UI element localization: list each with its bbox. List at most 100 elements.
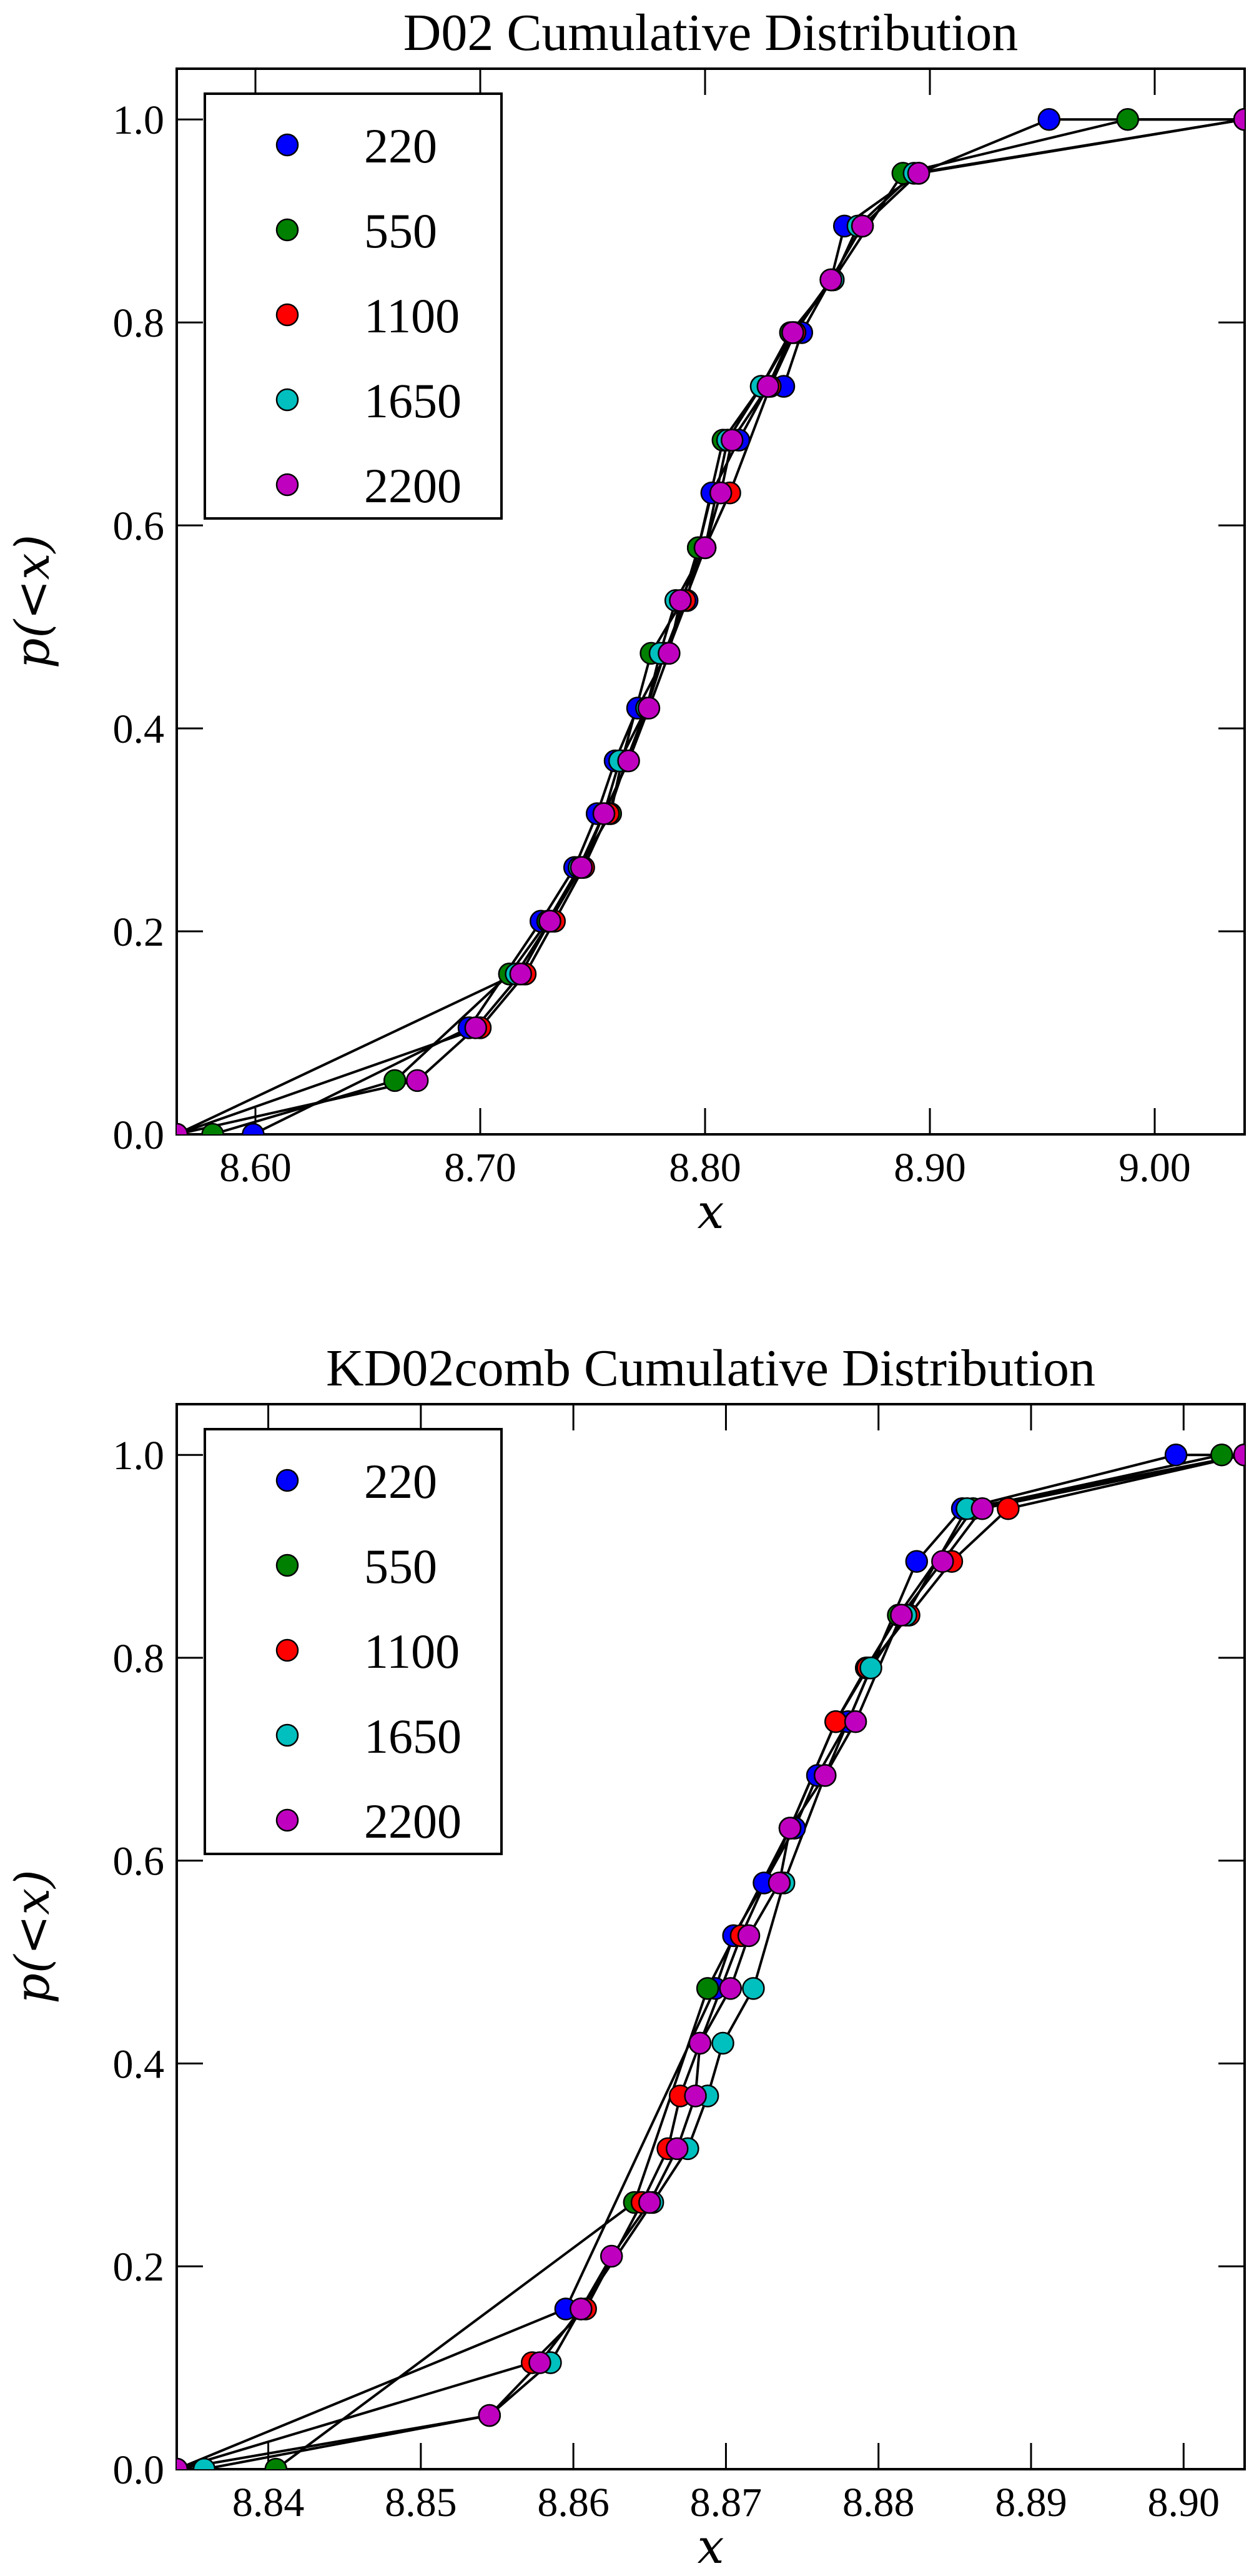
point-2200 [600,2244,623,2268]
x-tick-label: 8.88 [842,2480,915,2525]
point-220 [1164,1443,1188,1467]
y-tick-label: 0.8 [113,1636,165,1682]
point-2200 [851,214,874,238]
legend-label: 220 [364,119,437,173]
point-550 [1210,1443,1233,1467]
x-tick-label: 8.80 [669,1145,741,1191]
y-tick-label: 0.6 [113,1839,165,1885]
point-2200 [570,2297,593,2321]
y-axis-label: p(<x) [4,535,60,669]
point-2200 [669,589,692,612]
y-tick-label: 0.4 [113,706,165,752]
legend-item-2200: 2200 [275,1794,462,1848]
legend-label: 1100 [364,1624,460,1678]
chart-panel-2: 8.84 8.85 8.86 8.87 8.88 8.89 8.90 0.0 0.2 0.4 0.6… [4,1339,1246,2574]
y-tick-label: 0.2 [113,2244,165,2290]
legend-marker [275,133,299,157]
x-tick-label: 8.60 [219,1145,292,1191]
point-2200 [709,481,733,505]
point-550 [383,1069,407,1092]
legend-item-220: 220 [275,1454,437,1508]
point-2200 [509,963,533,986]
legend-label: 1650 [364,1709,462,1763]
legend-box [204,92,503,520]
point-1650 [192,2457,216,2469]
point-220 [1037,107,1061,131]
point-2200 [464,1016,488,1039]
point-1650 [859,1656,882,1680]
legend-marker [275,1469,299,1492]
series-line-1650 [177,1454,1245,2469]
y-tick-label: 1.0 [113,1433,165,1479]
point-2200 [658,642,681,665]
point-1650 [742,1977,765,2000]
series-markers [177,107,1245,1134]
legend-marker [275,388,299,412]
legend-label: 1100 [364,289,460,343]
point-550 [1116,107,1140,131]
legend-marker [275,473,299,497]
x-tick-label: 8.84 [232,2480,305,2525]
x-tick-label: 9.00 [1118,1145,1191,1191]
point-2200 [737,1924,761,1948]
y-tick-label: 0.4 [113,2041,165,2087]
legend-label: 2200 [364,1794,462,1848]
point-550 [201,1122,224,1134]
x-axis-label: x [698,2519,724,2574]
legend-label: 2200 [364,458,462,513]
point-2200 [693,536,717,560]
point-2200 [638,2191,661,2214]
point-220 [905,1550,929,1573]
point-2200 [813,1764,837,1787]
point-2200 [781,321,804,344]
legend-label: 220 [364,1454,437,1508]
point-2200 [684,2084,707,2108]
legend: 220 550 1100 1650 2200 [204,1428,503,1855]
chart-title: D02 Cumulative Distribution [403,4,1019,62]
point-2200 [907,162,931,185]
point-2200 [819,268,842,292]
point-2200 [768,1871,791,1895]
point-2200 [719,1977,743,2000]
point-1650 [711,2031,734,2055]
legend-item-1100: 1100 [275,289,460,343]
legend-item-1650: 1650 [275,1709,462,1763]
legend-item-220: 220 [275,119,437,173]
legend-marker [275,1723,299,1747]
point-2200 [720,429,744,452]
point-220 [242,1122,265,1134]
point-550 [264,2457,288,2469]
series-markers [177,1443,1245,2469]
legend-box [204,1428,503,1855]
point-2200 [756,375,780,398]
y-tick-label: 1.0 [113,97,165,143]
point-2200 [1233,1443,1245,1467]
x-tick-label: 8.90 [1148,2480,1220,2525]
point-2200 [405,1069,429,1092]
legend-marker [275,1638,299,1662]
point-2200 [970,1497,994,1520]
point-2200 [931,1550,954,1573]
y-tick-label: 0.2 [113,909,165,955]
legend-item-550: 550 [275,204,437,258]
x-axis-label: x [698,1184,724,1239]
point-550 [696,1977,719,2000]
legend-label: 1650 [364,374,462,428]
x-tick-label: 8.90 [894,1145,966,1191]
point-2200 [177,2457,189,2469]
point-2200 [528,2351,551,2374]
x-tick-label: 8.87 [690,2480,763,2525]
legend-item-550: 550 [275,1539,437,1593]
x-tick-label: 8.86 [537,2480,610,2525]
legend-label: 550 [364,204,437,258]
x-tick-label: 8.89 [995,2480,1067,2525]
y-axis-label: p(<x) [4,1870,60,2004]
y-tick-label: 0.8 [113,300,165,346]
legend-label: 550 [364,1539,437,1593]
point-2200 [570,856,593,879]
y-tick-label: 0.6 [113,503,165,549]
point-2200 [478,2404,501,2427]
legend-marker [275,218,299,242]
chart-panel-1: 8.60 8.70 8.80 8.90 9.00 0.0 0.2 0.4 0.6 0.8 1.0 D0… [4,4,1246,1239]
